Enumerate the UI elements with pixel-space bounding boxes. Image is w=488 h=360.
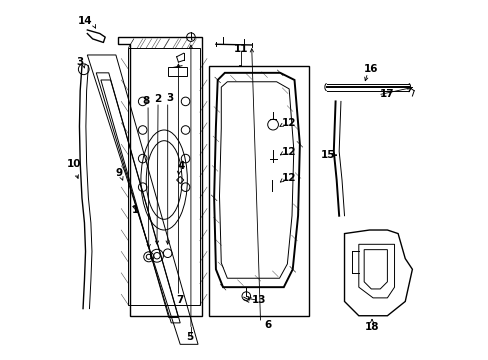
Text: 2: 2 [154, 94, 162, 104]
Text: 9: 9 [115, 168, 122, 178]
Text: 12: 12 [281, 147, 296, 157]
Text: 11: 11 [233, 44, 248, 54]
Text: 12: 12 [281, 173, 296, 183]
Bar [167, 67, 187, 76]
Text: 8: 8 [142, 96, 150, 107]
Text: 3: 3 [165, 93, 173, 103]
Text: 1: 1 [132, 205, 139, 215]
Text: 12: 12 [281, 118, 296, 128]
Text: 13: 13 [251, 295, 265, 305]
Text: 4: 4 [177, 161, 184, 171]
Text: 16: 16 [364, 64, 378, 74]
Text: 5: 5 [186, 332, 193, 342]
Text: 15: 15 [321, 150, 335, 160]
Bar [208, 66, 308, 316]
Text: 7: 7 [176, 295, 183, 305]
Text: 14: 14 [78, 16, 93, 26]
Text: 10: 10 [66, 159, 81, 169]
Text: 6: 6 [264, 320, 271, 330]
Text: 17: 17 [379, 89, 394, 99]
Text: 18: 18 [364, 322, 379, 332]
Text: 3: 3 [76, 57, 83, 67]
Polygon shape [87, 30, 105, 42]
